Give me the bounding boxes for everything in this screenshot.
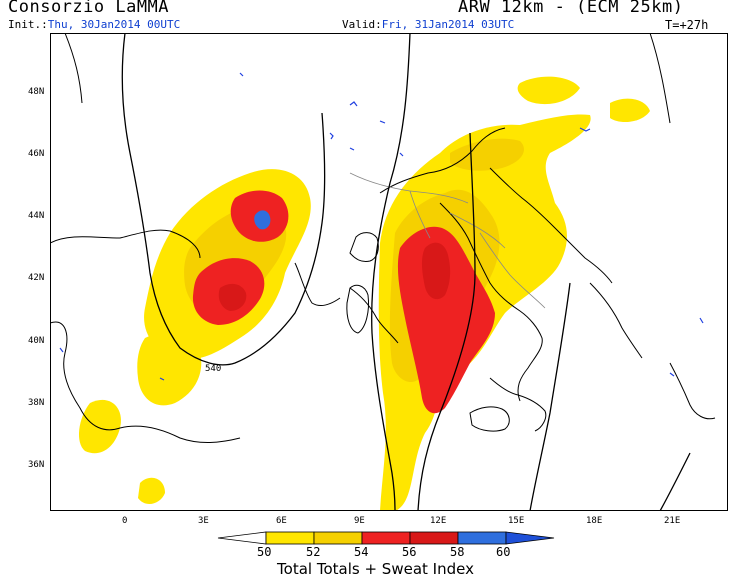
lat-label: 48N: [28, 87, 45, 97]
lat-label: 44N: [28, 211, 45, 221]
legend-swatch: [217, 531, 267, 545]
lakes: [59, 72, 704, 381]
forecast-map: 540: [50, 33, 728, 511]
legend-swatches: [217, 531, 555, 545]
lon-label: 18E: [586, 516, 603, 526]
legend-tick: 52: [306, 545, 321, 559]
lon-label: 0: [122, 516, 128, 526]
contour-label: 540: [205, 364, 221, 374]
legend-swatch: [313, 531, 363, 545]
legend-tick: 50: [257, 545, 272, 559]
lon-label: 12E: [430, 516, 447, 526]
lat-label: 36N: [28, 460, 45, 470]
lon-label: 21E: [664, 516, 681, 526]
map-frame: [50, 33, 728, 511]
init-time: Init.:Thu, 30Jan2014 00UTC: [8, 18, 180, 31]
init-value: Thu, 30Jan2014 00UTC: [47, 18, 181, 31]
lon-label: 9E: [354, 516, 365, 526]
lat-label: 46N: [28, 149, 45, 159]
lon-label: 15E: [508, 516, 525, 526]
legend-title: Total Totals + Sweat Index: [277, 560, 474, 578]
valid-time: Valid:Fri, 31Jan2014 03UTC: [342, 18, 514, 31]
legend-swatch: [457, 531, 507, 545]
model-title: ARW 12km - (ECM 25km): [458, 0, 684, 17]
legend-swatch: [505, 531, 555, 545]
legend-tick: 56: [402, 545, 417, 559]
coastlines: [50, 33, 716, 443]
field-58-60: [254, 210, 271, 230]
legend-tick: 60: [496, 545, 511, 559]
init-label: Init.:: [8, 18, 48, 31]
legend-tick: 58: [450, 545, 465, 559]
valid-label: Valid:: [342, 18, 382, 31]
legend-swatch: [265, 531, 315, 545]
legend-tick: 54: [354, 545, 369, 559]
organization-title: Consorzio LaMMA: [8, 0, 170, 17]
lat-label: 42N: [28, 273, 45, 283]
lon-label: 6E: [276, 516, 287, 526]
lat-label: 40N: [28, 336, 45, 346]
legend-swatch: [361, 531, 411, 545]
regional-borders: [349, 172, 546, 309]
contour-lines: [121, 33, 691, 511]
valid-value: Fri, 31Jan2014 03UTC: [381, 18, 515, 31]
lat-label: 38N: [28, 398, 45, 408]
legend-swatch: [409, 531, 459, 545]
lon-label: 3E: [198, 516, 209, 526]
lead-time: T=+27h: [665, 18, 709, 32]
field-56-58: [218, 242, 451, 311]
